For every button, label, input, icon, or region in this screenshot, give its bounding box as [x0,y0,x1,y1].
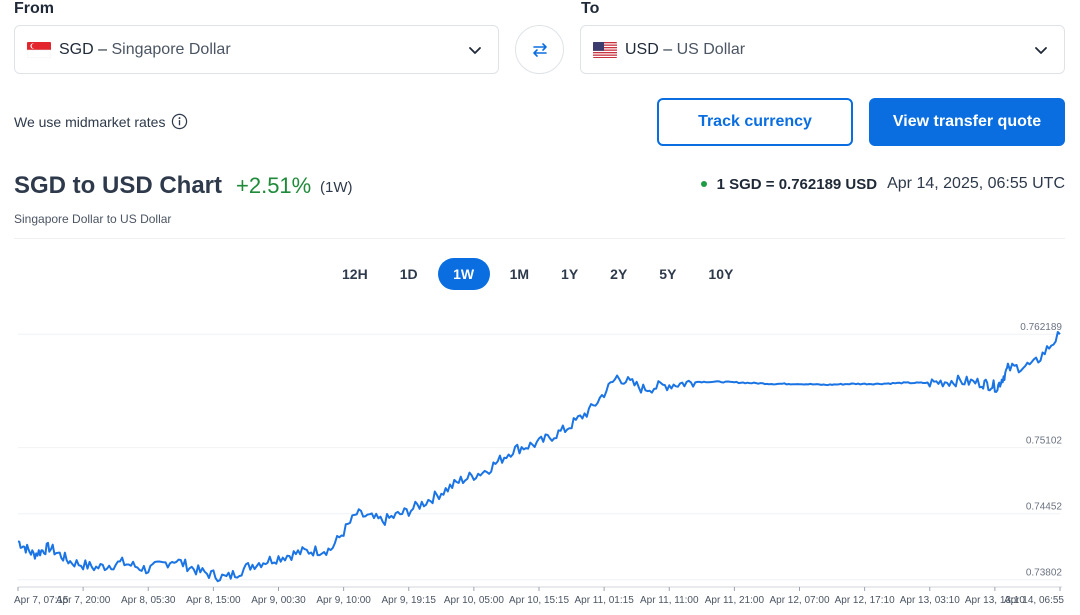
us-flag-icon [593,41,617,58]
x-tick-label: Apr 10, 15:15 [509,595,569,606]
x-tick-label: Apr 8, 05:30 [121,595,176,606]
live-status-dot [700,181,707,187]
from-label: From [14,0,54,17]
swap-arrows-icon [532,42,547,57]
y-tick-label: 0.75102 [1026,436,1063,447]
rate-chart[interactable]: 0.762189 0.75102 0.74452 0.73802 Apr 7, 07:1… [0,300,1080,615]
midmarket-note: We use midmarket rates [14,113,188,130]
x-tick-label: Apr 9, 00:30 [251,595,306,606]
range-5y[interactable]: 5Y [659,266,677,282]
from-currency-dash: – [93,40,112,58]
y-tick-label: 0.74452 [1026,502,1063,513]
x-tick-label: Apr 12, 07:00 [769,595,829,606]
range-10y[interactable]: 10Y [708,266,734,282]
range-1y[interactable]: 1Y [561,266,579,282]
change-percent: +2.51% [236,173,312,198]
x-tick-label: Apr 14, 06:55 [1004,595,1064,606]
y-tick-label: 0.762189 [1020,322,1062,333]
x-tick-label: Apr 13, 13:10 [965,595,1025,606]
chart-title: SGD to USD Chart [14,172,223,199]
x-tick-label: Apr 11, 01:15 [574,595,634,606]
x-tick-label: Apr 12, 17:10 [835,595,895,606]
to-label: To [581,0,600,17]
range-12h[interactable]: 12H [342,266,368,282]
chart-subtitle: Singapore Dollar to US Dollar [14,212,172,226]
range-1d[interactable]: 1D [399,266,418,282]
range-1w[interactable]: 1W [437,258,490,290]
series-line [17,331,1061,583]
from-currency-name: Singapore Dollar [111,40,231,58]
info-icon[interactable] [171,113,188,130]
chevron-down-icon[interactable] [466,41,484,59]
track-currency-button[interactable]: Track currency [657,98,853,146]
chevron-down-icon[interactable] [1032,41,1050,59]
divider [14,238,1065,239]
to-currency-select[interactable]: USD – US Dollar [580,25,1065,74]
rate-timestamp: Apr 14, 2025, 06:55 UTC [887,175,1065,192]
x-tick-label: Apr 9, 19:15 [382,595,437,606]
range-2y[interactable]: 2Y [610,266,628,282]
range-1m[interactable]: 1M [509,266,530,282]
singapore-flag-icon [27,41,51,58]
to-currency-value: USD – US Dollar [625,41,745,59]
x-tick-label: Apr 8, 15:00 [186,595,241,606]
range-selector: 12H 1D 1W 1M 1Y 2Y 5Y 10Y [330,258,753,290]
to-currency-dash: – [658,40,677,58]
swap-currencies-button[interactable] [515,25,564,74]
view-transfer-quote-button[interactable]: View transfer quote [869,98,1065,146]
from-currency-value: SGD – Singapore Dollar [59,41,231,59]
y-tick-label: 0.73802 [1026,568,1063,579]
x-tick-label: Apr 9, 10:00 [316,595,371,606]
from-currency-code: SGD [59,40,94,58]
x-tick-label: Apr 7, 20:00 [56,595,111,606]
x-tick-label: Apr 11, 21:00 [705,595,765,606]
x-tick-label: Apr 10, 05:00 [444,595,504,606]
midmarket-text: We use midmarket rates [14,113,166,130]
to-currency-code: USD [625,40,659,58]
change-period: (1W) [320,179,353,196]
x-tick-label: Apr 13, 03:10 [900,595,960,606]
x-tick-label: Apr 11, 11:00 [640,595,699,606]
from-currency-select[interactable]: SGD – Singapore Dollar [14,25,499,74]
current-rate: 1 SGD = 0.762189 USD Apr 14, 2025, 06:55… [700,175,1065,193]
x-tick-label: Apr 7, 07:15 [14,595,69,606]
rate-value: 1 SGD = 0.762189 USD [716,175,878,193]
to-currency-name: US Dollar [676,40,746,58]
